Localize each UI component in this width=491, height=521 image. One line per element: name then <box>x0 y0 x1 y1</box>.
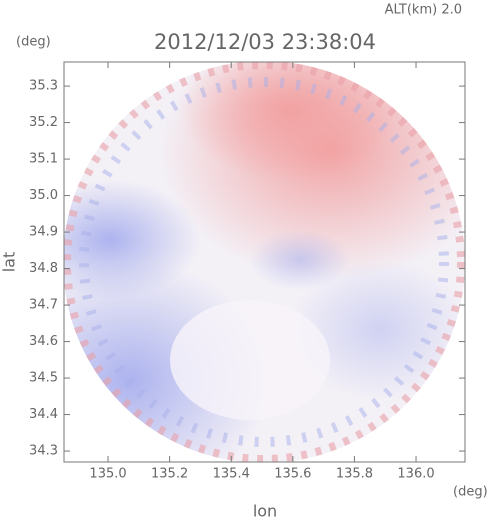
y-tick-label: 34.7 <box>29 298 58 313</box>
y-tick-label: 34.9 <box>29 225 58 240</box>
annotation: ALT(km) 2.0 <box>385 3 462 18</box>
y-tick-label: 35.2 <box>29 115 58 130</box>
chart-title: 2012/12/03 23:38:04 <box>154 30 376 54</box>
y-tick-label: 35.3 <box>29 79 58 94</box>
y-tick-label: 35.0 <box>29 188 58 203</box>
y-unit: (deg) <box>16 35 51 50</box>
y-tick-label: 34.4 <box>29 407 58 422</box>
y-tick-label: 34.8 <box>29 261 58 276</box>
x-tick-label: 135.0 <box>89 467 126 482</box>
plot-frame <box>63 61 466 463</box>
y-tick-label: 34.3 <box>29 444 58 459</box>
y-axis-label: lat <box>0 252 19 273</box>
x-tick-label: 135.6 <box>274 467 311 482</box>
x-tick-label: 136.0 <box>397 467 434 482</box>
y-tick-label: 34.5 <box>29 371 58 386</box>
x-tick-label: 135.8 <box>336 467 373 482</box>
x-unit: (deg) <box>453 485 488 500</box>
y-tick-label: 34.6 <box>29 334 58 349</box>
x-axis-label: lon <box>253 502 277 521</box>
velocity-field <box>64 62 465 462</box>
x-tick-label: 135.2 <box>151 467 188 482</box>
x-tick-label: 135.4 <box>213 467 250 482</box>
y-tick-label: 35.1 <box>29 152 58 167</box>
